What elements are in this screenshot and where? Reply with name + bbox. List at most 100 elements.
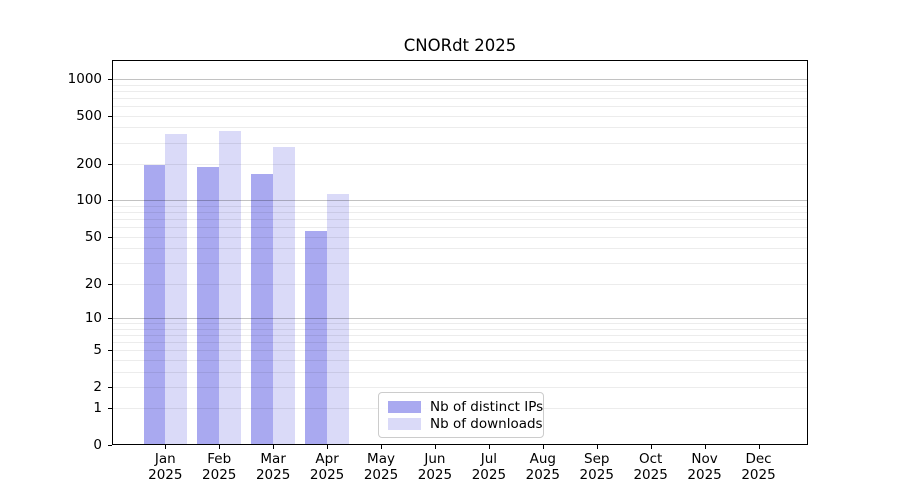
bar-apr-downloads [327, 193, 349, 445]
x-tick-month: Aug [529, 451, 556, 467]
gridline-minor [112, 248, 808, 250]
y-tick-mark [108, 445, 112, 446]
gridline-minor [112, 334, 808, 336]
y-tick-mark [108, 408, 112, 410]
legend-label-distinct-ips: Nb of distinct IPs [430, 399, 544, 415]
x-tick-month: Jan [154, 451, 176, 467]
gridline-minor [112, 142, 808, 144]
y-tick-mark [108, 236, 112, 238]
gridline-minor [112, 205, 808, 207]
x-tick-year: 2025 [633, 467, 668, 483]
gridline-minor [112, 341, 808, 343]
y-axis-tick-label: 20 [84, 275, 102, 292]
x-tick-year: 2025 [471, 467, 507, 483]
y-tick-mark [108, 78, 112, 80]
x-tick-year: 2025 [579, 467, 614, 483]
x-axis-tick-label: Aug 2025 [513, 451, 573, 483]
x-tick-year: 2025 [309, 467, 345, 483]
gridline-major [112, 200, 808, 202]
x-tick-mark [327, 445, 329, 449]
y-axis-tick-label: 200 [76, 156, 102, 172]
x-axis-tick-label: Jan 2025 [135, 451, 195, 483]
x-tick-mark [542, 445, 544, 449]
x-tick-mark [165, 445, 167, 449]
gridline-minor [112, 115, 808, 117]
gridline-minor [112, 90, 808, 92]
chart-title: CNORdt 2025 [403, 36, 517, 55]
x-axis-tick-label: May 2025 [351, 451, 411, 483]
gridline-minor [112, 84, 808, 86]
bar-feb-ips [197, 167, 220, 445]
x-tick-mark [434, 445, 436, 449]
legend-swatch-distinct-ips [388, 401, 421, 413]
x-axis-tick-label: Feb 2025 [189, 451, 249, 483]
x-tick-month: Mar [260, 451, 286, 467]
y-tick-mark [108, 283, 112, 285]
legend: Nb of distinct IPs Nb of downloads [378, 392, 544, 438]
bar-feb-downloads [219, 131, 242, 445]
x-axis-tick-label: Dec 2025 [729, 451, 789, 483]
x-tick-month: Apr [315, 451, 339, 467]
y-tick-mark [108, 164, 112, 165]
gridline-minor [112, 371, 808, 373]
gridline-major [112, 78, 808, 80]
y-tick-mark [108, 317, 112, 319]
gridline-minor [112, 328, 808, 330]
x-tick-year: 2025 [202, 467, 237, 483]
x-axis-tick-label: Oct 2025 [621, 451, 681, 483]
x-tick-year: 2025 [525, 467, 560, 483]
x-axis-tick-label: Jul 2025 [459, 451, 519, 483]
x-tick-mark [650, 445, 652, 449]
bar-jan-ips [143, 165, 166, 445]
x-tick-month: Oct [638, 451, 663, 467]
y-axis-tick-label: 100 [76, 192, 102, 209]
gridline-minor [112, 386, 808, 388]
gridline-minor [112, 283, 808, 285]
gridline-minor [112, 105, 808, 107]
x-tick-month: May [367, 451, 395, 467]
legend-label-downloads: Nb of downloads [430, 416, 543, 432]
x-tick-year: 2025 [417, 467, 453, 483]
gridline-minor [112, 323, 808, 324]
y-axis-tick-label: 500 [76, 107, 102, 124]
y-axis-tick-label: 1 [93, 400, 102, 417]
x-tick-year: 2025 [255, 467, 291, 483]
x-tick-month: Jun [424, 451, 446, 467]
x-tick-mark [219, 445, 221, 449]
y-axis-tick-label: 2 [93, 378, 102, 395]
y-axis-tick-label: 10 [84, 309, 102, 326]
x-tick-year: 2025 [687, 467, 722, 483]
legend-swatch-downloads [388, 418, 421, 430]
x-tick-mark [381, 445, 383, 449]
y-axis-tick-label: 1000 [67, 70, 102, 87]
gridline-minor [112, 263, 808, 265]
x-tick-year: 2025 [363, 467, 399, 483]
y-tick-mark [108, 386, 112, 388]
x-tick-mark [273, 445, 275, 449]
gridline-minor [112, 359, 808, 361]
x-axis-tick-label: Apr 2025 [297, 451, 357, 483]
gridline-minor [112, 212, 808, 214]
y-tick-mark [108, 200, 112, 202]
gridline-minor [112, 97, 808, 99]
gridline-minor [112, 350, 808, 352]
grid-layer [112, 60, 808, 445]
x-tick-month: Jul [480, 451, 498, 467]
x-tick-month: Dec [745, 451, 772, 467]
x-tick-mark [596, 445, 598, 449]
gridline-minor [112, 236, 808, 238]
x-tick-year: 2025 [741, 467, 776, 483]
x-tick-year: 2025 [148, 467, 183, 483]
legend-item-distinct-ips: Nb of distinct IPs [388, 399, 543, 415]
plot-area [112, 60, 808, 445]
x-tick-mark [758, 445, 760, 449]
gridline-minor [112, 164, 808, 165]
y-axis-tick-label: 5 [93, 342, 102, 359]
gridline-minor [112, 219, 808, 221]
x-tick-mark [488, 445, 490, 449]
x-tick-month: Feb [207, 451, 232, 467]
bar-mar-downloads [273, 146, 295, 445]
bar-apr-ips [305, 230, 328, 445]
y-tick-mark [108, 115, 112, 117]
